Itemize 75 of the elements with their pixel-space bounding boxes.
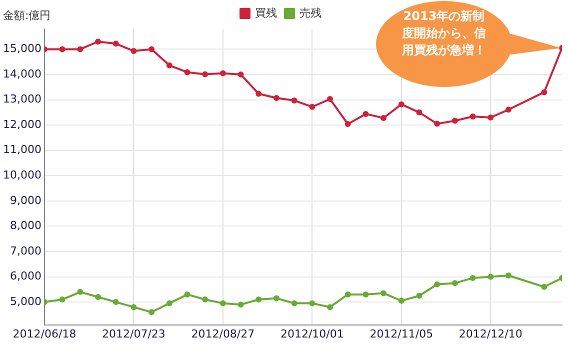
point bbox=[362, 291, 369, 298]
legend-label: 売残 bbox=[300, 6, 322, 20]
point bbox=[166, 300, 172, 306]
point bbox=[505, 272, 512, 278]
y-tick-label: 8,000 bbox=[10, 219, 42, 232]
point bbox=[59, 296, 66, 303]
x-tick-label: 2012/11/05 bbox=[370, 327, 434, 340]
point bbox=[291, 98, 298, 104]
x-tick-label: 2012/06/18 bbox=[12, 327, 76, 340]
point bbox=[380, 290, 387, 296]
point bbox=[380, 114, 387, 121]
y-tick-label: 10,000 bbox=[2, 168, 42, 182]
point bbox=[166, 62, 172, 68]
point bbox=[398, 101, 404, 108]
point bbox=[452, 118, 458, 124]
x-tick-label: 2012/07/23 bbox=[102, 327, 166, 340]
point bbox=[130, 48, 137, 54]
point bbox=[112, 299, 119, 306]
y-tick-label: 11,000 bbox=[2, 143, 42, 156]
point bbox=[220, 300, 226, 306]
point bbox=[541, 284, 548, 290]
y-tick-label: 5,000 bbox=[10, 294, 42, 308]
point bbox=[273, 95, 280, 102]
point bbox=[416, 292, 422, 299]
point bbox=[488, 114, 494, 120]
point bbox=[59, 46, 66, 52]
point bbox=[541, 89, 548, 96]
point bbox=[220, 70, 226, 76]
point bbox=[130, 304, 137, 310]
point bbox=[344, 291, 351, 298]
point bbox=[327, 304, 334, 310]
point bbox=[344, 121, 351, 128]
point bbox=[273, 295, 280, 302]
point bbox=[434, 281, 440, 288]
point bbox=[77, 46, 84, 52]
point bbox=[327, 96, 334, 102]
y-tick-label: 9,000 bbox=[10, 194, 42, 207]
x-tick-label: 2012/10/01 bbox=[280, 327, 344, 340]
point bbox=[434, 120, 440, 127]
legend-label: 買残 bbox=[255, 6, 277, 20]
point bbox=[77, 288, 84, 295]
y-tick-label: 14,000 bbox=[2, 67, 42, 80]
point bbox=[112, 40, 119, 47]
y-tick-label: 13,000 bbox=[2, 92, 42, 106]
point bbox=[362, 110, 369, 117]
y-tick-label: 7,000 bbox=[10, 244, 42, 258]
point bbox=[470, 275, 476, 282]
x-tick-label: 2012/08/27 bbox=[191, 327, 255, 340]
point bbox=[95, 294, 102, 300]
point bbox=[470, 113, 476, 120]
point bbox=[452, 280, 458, 286]
point bbox=[505, 106, 512, 113]
point bbox=[148, 46, 155, 52]
point bbox=[184, 69, 190, 76]
y-tick-label: 12,000 bbox=[2, 118, 42, 131]
y-axis-title: 金額:億円 bbox=[3, 8, 51, 22]
point bbox=[398, 298, 404, 304]
y-tick-label: 6,000 bbox=[10, 270, 42, 283]
point bbox=[148, 309, 155, 316]
point bbox=[256, 90, 262, 97]
annotation: 2013年の新制度開始から、信用買残が急増！ bbox=[401, 8, 487, 59]
point bbox=[488, 274, 494, 280]
point bbox=[202, 296, 208, 303]
point bbox=[184, 291, 190, 298]
x-tick-label: 2012/12/10 bbox=[458, 327, 522, 340]
point bbox=[238, 302, 244, 308]
y-tick-label: 15,000 bbox=[2, 42, 42, 56]
point bbox=[238, 72, 244, 78]
point bbox=[95, 38, 102, 45]
point bbox=[202, 71, 208, 78]
point bbox=[309, 300, 316, 306]
point bbox=[291, 300, 298, 306]
point bbox=[256, 296, 262, 303]
point bbox=[309, 104, 316, 110]
point bbox=[416, 109, 422, 116]
